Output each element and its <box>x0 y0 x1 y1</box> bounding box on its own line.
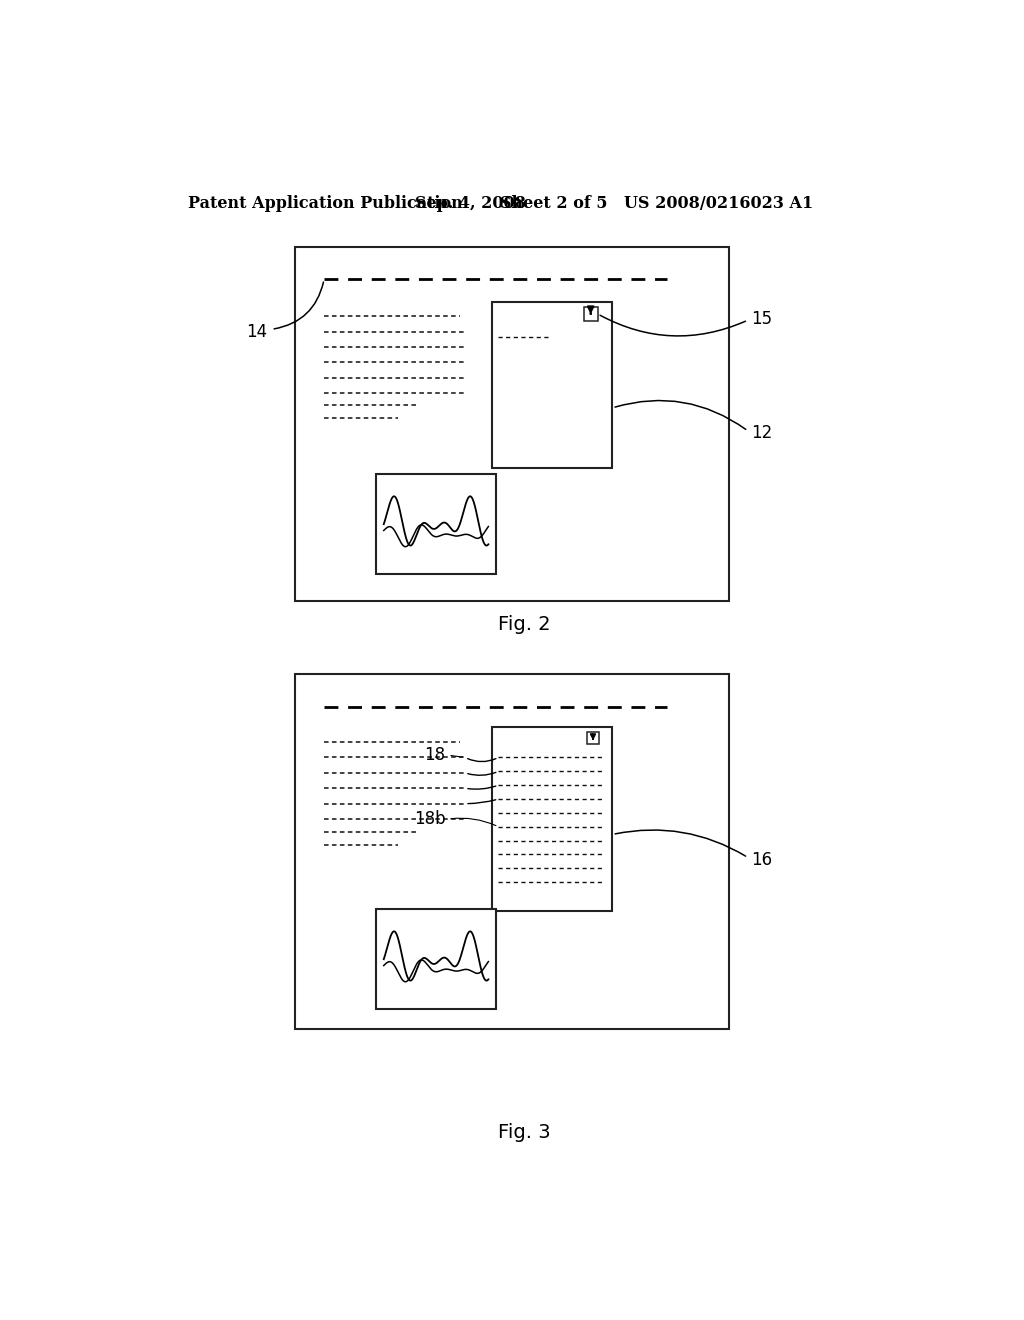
Text: 18: 18 <box>425 746 445 764</box>
Text: 15: 15 <box>751 310 772 327</box>
Text: 14: 14 <box>247 322 267 341</box>
Bar <box>376 909 496 1010</box>
Text: Fig. 3: Fig. 3 <box>499 1123 551 1142</box>
Bar <box>587 733 599 744</box>
Text: Sep. 4, 2008: Sep. 4, 2008 <box>415 194 525 211</box>
Text: Sheet 2 of 5: Sheet 2 of 5 <box>500 194 607 211</box>
Text: 16: 16 <box>751 851 772 869</box>
Text: 18b: 18b <box>414 810 445 828</box>
Bar <box>493 726 612 911</box>
Bar <box>584 308 598 321</box>
Bar <box>295 247 729 601</box>
Bar <box>295 675 729 1028</box>
Bar <box>493 302 612 469</box>
Text: US 2008/0216023 A1: US 2008/0216023 A1 <box>624 194 813 211</box>
Text: Patent Application Publication: Patent Application Publication <box>188 194 463 211</box>
Text: Fig. 2: Fig. 2 <box>499 615 551 634</box>
Bar <box>376 474 496 574</box>
Text: 12: 12 <box>751 424 772 442</box>
